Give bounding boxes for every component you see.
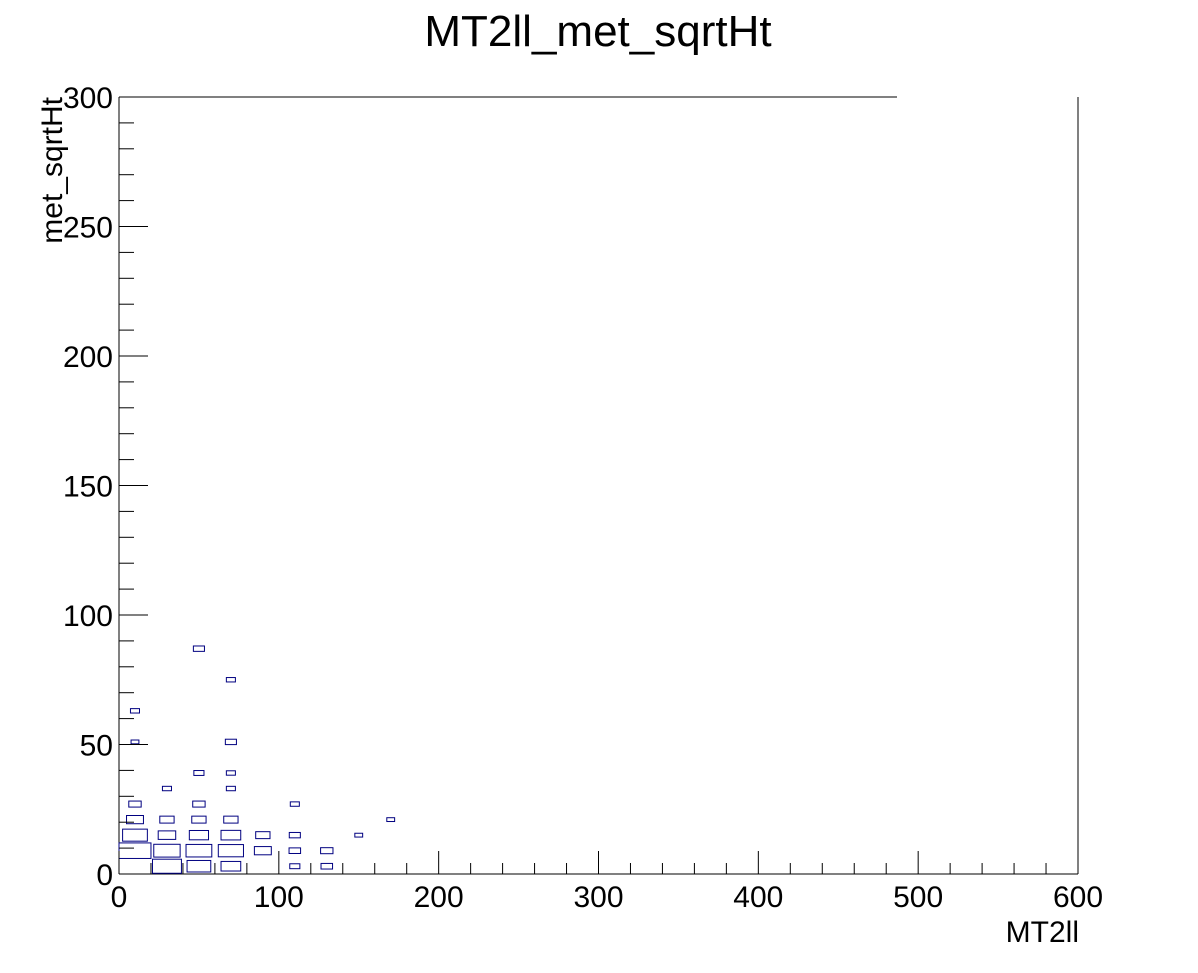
x-tick-label: 400 [733, 881, 783, 914]
y-tick-label: 250 [63, 212, 113, 245]
x-tick-label: 200 [414, 881, 464, 914]
y-tick-label: 100 [63, 600, 113, 633]
bin-box [288, 847, 302, 854]
bin-box [192, 645, 205, 652]
bin-box [193, 770, 205, 776]
bin-box [157, 830, 177, 840]
bin-box [126, 815, 144, 825]
y-tick-label: 50 [80, 730, 113, 763]
bin-box [118, 842, 152, 859]
bin-box [220, 860, 242, 872]
bin-box [129, 708, 141, 714]
bin-box [224, 738, 237, 746]
bin-box [192, 800, 206, 808]
y-axis-label: met_sqrtHt [36, 96, 69, 243]
x-tick-label: 0 [111, 881, 128, 914]
bin-box [255, 831, 271, 840]
x-axis-label: MT2ll [1006, 916, 1079, 949]
bin-box [386, 817, 396, 823]
bin-box [153, 843, 181, 858]
bin-box [320, 862, 334, 870]
y-axis: 0 50 100 150 200 250 300 [63, 82, 148, 892]
bin-box [186, 859, 212, 873]
bin-box [289, 801, 300, 807]
y-tick-label: 0 [96, 859, 113, 892]
bin-boxes [118, 645, 396, 874]
bin-box [130, 739, 140, 745]
bin-box [159, 815, 175, 824]
bin-box [191, 815, 207, 824]
bin-box [225, 785, 236, 792]
bin-box [185, 843, 213, 858]
x-tick-label: 300 [573, 881, 623, 914]
x-tick-label: 600 [1053, 881, 1103, 914]
bin-box [253, 846, 272, 856]
bin-box [220, 829, 242, 841]
plot-frame [118, 96, 1079, 875]
bin-box [225, 677, 236, 683]
x-tick-label: 100 [254, 881, 304, 914]
x-tick-label: 500 [893, 881, 943, 914]
bin-box [122, 828, 148, 842]
bin-box [217, 844, 244, 858]
bin-box [188, 829, 210, 841]
bin-box [289, 863, 301, 870]
bin-box [320, 847, 334, 855]
bin-box [225, 770, 236, 776]
x-axis: 0 100 200 300 400 500 600 [111, 851, 1103, 914]
bin-box [161, 785, 172, 792]
y-tick-label: 300 [63, 82, 113, 115]
chart-title: MT2ll_met_sqrtHt [424, 7, 771, 56]
y-tick-label: 200 [63, 341, 113, 374]
bin-box [151, 858, 182, 874]
bin-box [288, 831, 301, 839]
bin-box [223, 815, 239, 824]
bin-box [354, 832, 364, 838]
y-tick-label: 150 [63, 471, 113, 504]
bin-box [128, 800, 142, 808]
